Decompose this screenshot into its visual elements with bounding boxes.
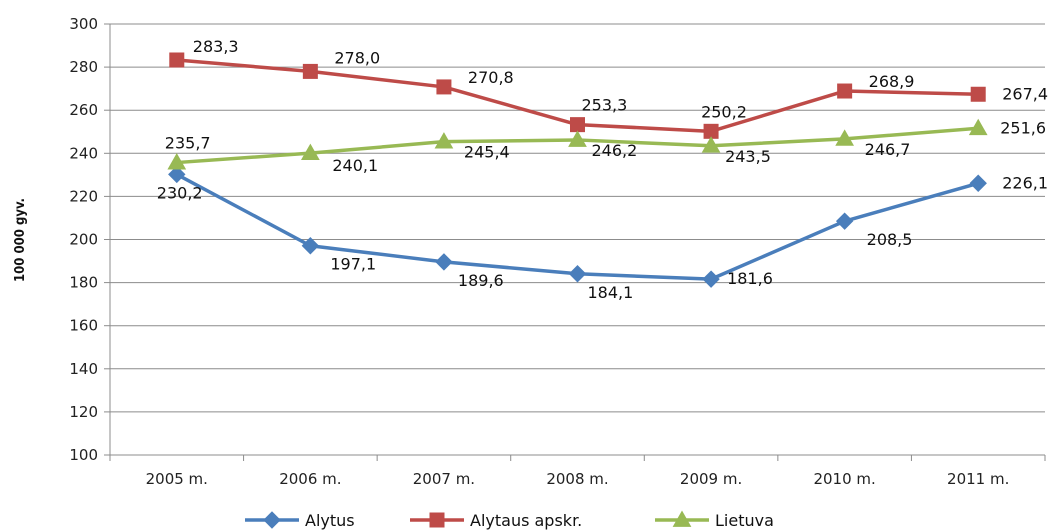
legend: Alytus Alytaus apskr. Lietuva: [245, 510, 774, 530]
y-tick-label: 280: [69, 58, 98, 76]
series-lietuva: [167, 118, 988, 170]
data-label: 230,2: [157, 183, 203, 202]
legend-marker: [672, 510, 692, 527]
legend-marker: [263, 511, 281, 529]
data-point: [167, 153, 187, 170]
y-tick-label: 300: [69, 15, 98, 33]
data-point: [835, 129, 855, 146]
gridlines: [110, 23, 1045, 456]
x-tick-label: 2006 m.: [279, 470, 341, 488]
data-point: [837, 83, 853, 99]
data-point: [701, 136, 721, 153]
y-tick-label: 180: [69, 274, 98, 292]
data-label: 253,3: [582, 96, 628, 115]
data-point: [300, 143, 320, 160]
data-point: [568, 265, 587, 283]
data-point: [970, 86, 986, 102]
data-label: 245,4: [464, 143, 510, 162]
series-line: [175, 172, 979, 281]
legend-marker: [429, 512, 445, 528]
data-label: 278,0: [334, 48, 380, 67]
data-point: [301, 237, 320, 255]
x-tick-label: 2007 m.: [413, 470, 475, 488]
legend-item: Alytus: [245, 511, 355, 530]
y-tick-label: 240: [69, 144, 98, 162]
data-point: [169, 52, 185, 68]
data-labels: 230,2 197,1 189,6 184,1 181,6 208,5 226,1 283,3…: [157, 37, 1048, 302]
data-point: [835, 212, 854, 230]
data-point: [969, 174, 987, 192]
data-label: 268,9: [869, 72, 915, 91]
data-label: 270,8: [468, 68, 514, 87]
data-point: [435, 253, 453, 271]
legend-item: Alytaus apskr.: [410, 511, 582, 530]
data-label: 189,6: [458, 271, 504, 290]
data-point: [703, 123, 719, 139]
data-point: [168, 165, 186, 184]
data-label: 251,6: [1000, 118, 1046, 137]
data-label: 283,3: [193, 37, 239, 56]
data-label: 246,2: [592, 141, 638, 160]
data-point: [968, 118, 988, 136]
data-label: 246,7: [865, 140, 911, 159]
x-tick-labels: 2005 m. 2006 m. 2007 m. 2008 m. 2009 m. 2010 …: [146, 470, 1010, 488]
y-tick-labels: 100 120 140 160 180 200 220 240 260 280 300: [69, 15, 98, 464]
data-point: [702, 270, 720, 288]
data-point: [436, 79, 452, 95]
data-label: 240,1: [332, 156, 378, 175]
data-label: 184,1: [588, 283, 634, 302]
data-label: 197,1: [330, 255, 376, 274]
series: [167, 52, 988, 288]
y-tick-label: 160: [69, 317, 98, 335]
legend-item: Lietuva: [655, 510, 774, 530]
data-label: 250,2: [701, 102, 747, 121]
data-point: [302, 63, 318, 79]
x-tick-label: 2009 m.: [680, 470, 742, 488]
series-alytaus-apskr: [169, 52, 986, 139]
x-tick-label: 2005 m.: [146, 470, 208, 488]
y-tick-label: 200: [69, 231, 98, 249]
data-label: 208,5: [867, 230, 913, 249]
legend-label: Alytus: [305, 511, 355, 530]
x-tick-label: 2010 m.: [813, 470, 875, 488]
data-point: [568, 130, 587, 147]
data-point: [434, 132, 454, 149]
x-tick-label: 2011 m.: [947, 470, 1009, 488]
data-label: 226,1: [1002, 173, 1048, 192]
data-label: 243,5: [725, 147, 771, 166]
y-tick-label: 120: [69, 403, 98, 421]
y-tick-label: 260: [69, 101, 98, 119]
x-tick-label: 2008 m.: [546, 470, 608, 488]
data-label: 267,4: [1002, 84, 1048, 103]
data-point: [570, 117, 585, 133]
axes: [104, 23, 1046, 461]
series-alytus: [168, 165, 987, 288]
legend-label: Lietuva: [715, 511, 774, 530]
y-tick-label: 140: [69, 360, 98, 378]
y-tick-label: 100: [69, 446, 98, 464]
legend-label: Alytaus apskr.: [470, 511, 582, 530]
data-label: 181,6: [727, 269, 773, 288]
data-label: 235,7: [165, 134, 211, 153]
y-axis-label: 100 000 gyv.: [13, 198, 28, 282]
y-tick-label: 220: [69, 187, 98, 205]
